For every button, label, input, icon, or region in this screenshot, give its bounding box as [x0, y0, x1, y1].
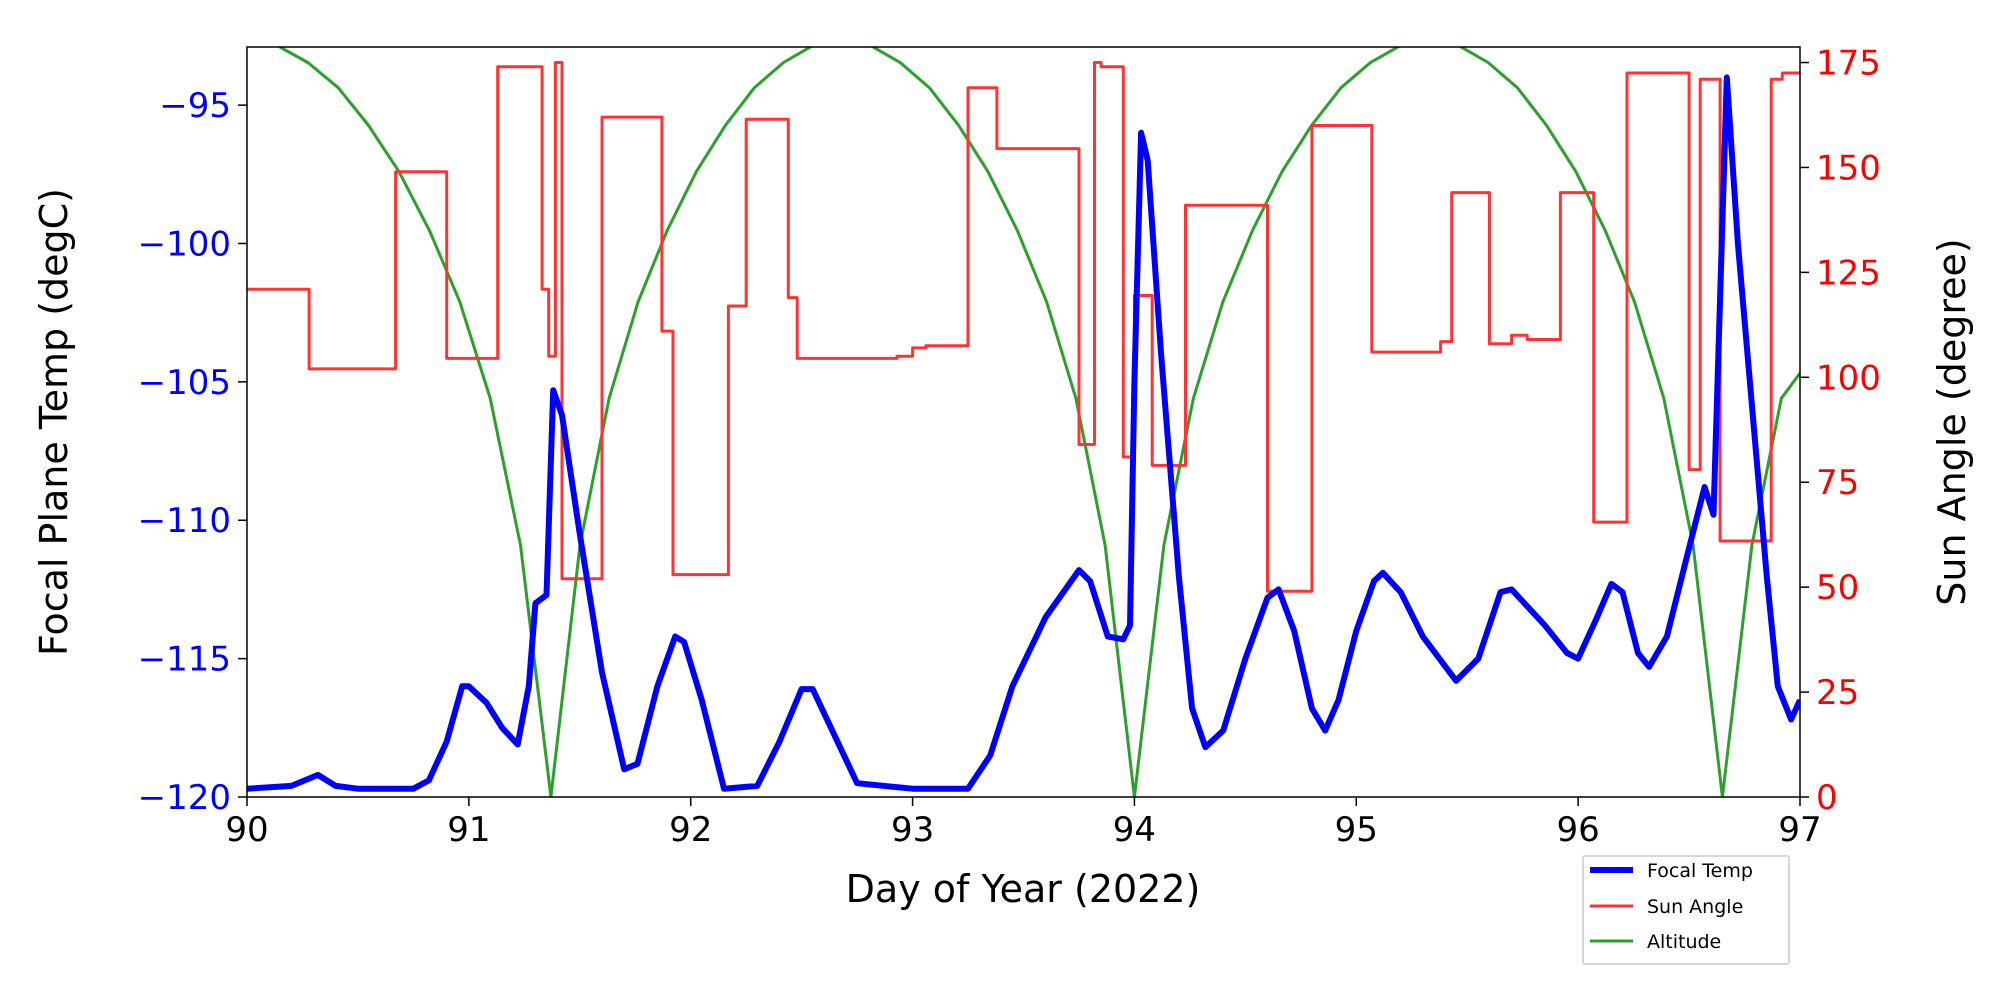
- x-tick-label: 91: [447, 810, 490, 850]
- ticks: 90 91 92 93 94 95 96 97 −120 −115 −110 −105 −100 −95 0…: [138, 44, 1881, 850]
- x-tick-label: 96: [1557, 810, 1600, 850]
- legend-label-sun: Sun Angle: [1647, 896, 1743, 918]
- y-right-tick-label: 175: [1816, 44, 1881, 84]
- x-tick-label: 90: [225, 810, 268, 850]
- y-axis-right-label: Sun Angle (degree): [1930, 238, 1974, 605]
- y-right-tick-label: 25: [1816, 673, 1859, 713]
- x-tick-label: 92: [669, 810, 712, 850]
- y-right-tick-label: 100: [1816, 358, 1881, 398]
- legend: Focal Temp Sun Angle Altitude: [1582, 855, 1790, 965]
- series-line-altitude: [275, 47, 1800, 797]
- x-tick-label: 93: [891, 810, 934, 850]
- y-axis-left-label: Focal Plane Temp (degC): [32, 188, 76, 656]
- plot-frame: [246, 46, 1801, 798]
- y-right-tick-label: 75: [1816, 463, 1859, 503]
- series-line-focal-temp: [247, 74, 1800, 792]
- y-left-tick-label: −100: [138, 224, 231, 264]
- legend-label-focal: Focal Temp: [1647, 860, 1753, 882]
- y-left-tick-label: −115: [138, 640, 231, 680]
- y-left-tick-label: −120: [138, 778, 231, 818]
- y-right-tick-label: 125: [1816, 253, 1881, 293]
- y-right-tick-label: 150: [1816, 148, 1881, 188]
- plot-lines: [247, 47, 1800, 797]
- x-tick-label: 94: [1113, 810, 1156, 850]
- x-tick-label: 97: [1778, 810, 1821, 850]
- y-left-tick-label: −110: [138, 501, 231, 541]
- x-axis-label: Day of Year (2022): [846, 867, 1201, 911]
- y-left-tick-label: −95: [159, 86, 231, 126]
- y-right-tick-label: 0: [1816, 778, 1838, 818]
- series-line-sun-angle: [247, 61, 1800, 593]
- y-left-tick-label: −105: [138, 363, 231, 403]
- x-tick-label: 95: [1335, 810, 1378, 850]
- legend-label-altitude: Altitude: [1647, 931, 1721, 953]
- y-right-tick-label: 50: [1816, 568, 1859, 608]
- legend-box: [1582, 855, 1790, 965]
